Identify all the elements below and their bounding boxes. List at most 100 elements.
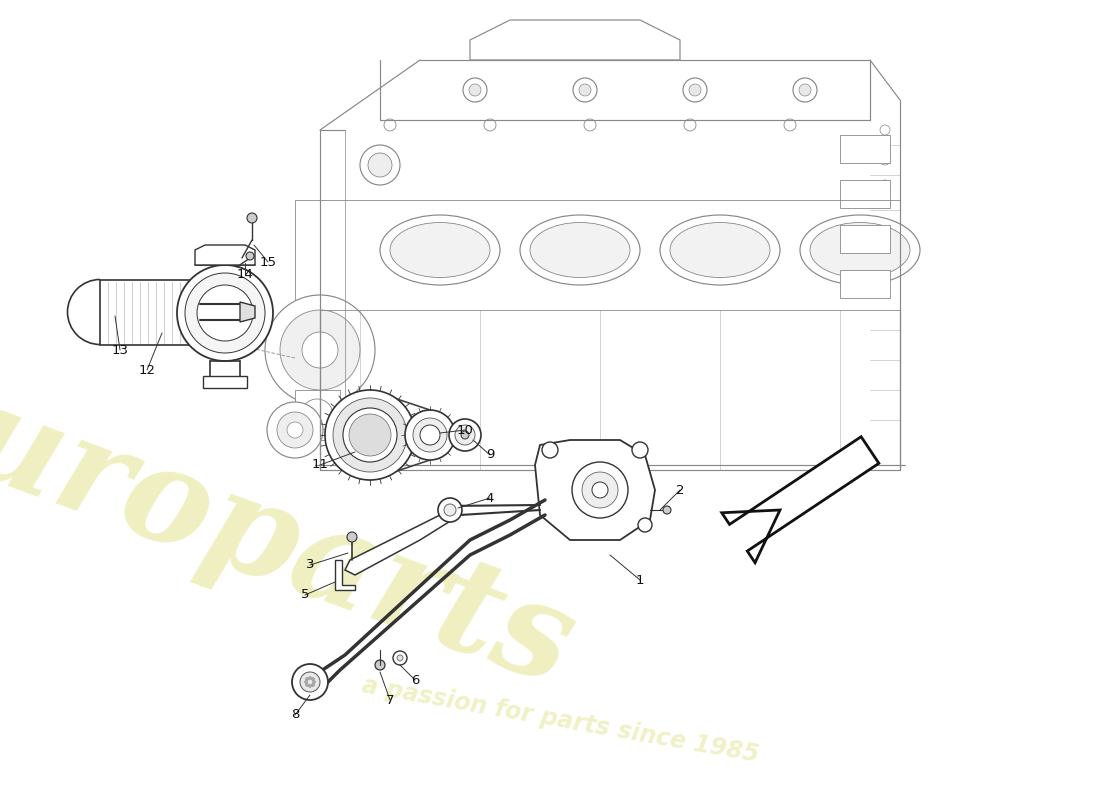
Circle shape <box>592 482 608 498</box>
Polygon shape <box>295 200 320 420</box>
Text: 15: 15 <box>260 255 276 269</box>
Ellipse shape <box>520 215 640 285</box>
Circle shape <box>573 78 597 102</box>
Circle shape <box>265 295 375 405</box>
Text: a passion for parts since 1985: a passion for parts since 1985 <box>360 674 760 766</box>
Polygon shape <box>535 440 654 540</box>
Polygon shape <box>240 302 255 322</box>
Circle shape <box>360 145 400 185</box>
Circle shape <box>397 655 403 661</box>
Circle shape <box>438 498 462 522</box>
Circle shape <box>880 180 890 190</box>
Circle shape <box>311 678 315 681</box>
Bar <box>840 135 890 163</box>
Circle shape <box>346 532 358 542</box>
Circle shape <box>185 273 265 353</box>
Circle shape <box>463 78 487 102</box>
Text: europarts: europarts <box>0 346 591 714</box>
Text: 7: 7 <box>386 694 394 706</box>
Circle shape <box>177 265 273 361</box>
Circle shape <box>306 683 308 686</box>
Circle shape <box>349 414 390 456</box>
Circle shape <box>412 418 447 452</box>
Circle shape <box>449 419 481 451</box>
Circle shape <box>405 410 455 460</box>
Circle shape <box>393 651 407 665</box>
Circle shape <box>469 84 481 96</box>
Bar <box>840 180 890 208</box>
Bar <box>840 270 890 298</box>
Polygon shape <box>345 510 455 575</box>
Polygon shape <box>336 560 355 590</box>
Circle shape <box>333 398 407 472</box>
Circle shape <box>784 119 796 131</box>
Circle shape <box>384 119 396 131</box>
Circle shape <box>312 681 316 683</box>
Circle shape <box>420 425 440 445</box>
Text: 13: 13 <box>111 343 129 357</box>
Text: 3: 3 <box>306 558 315 571</box>
Text: 2: 2 <box>675 483 684 497</box>
Circle shape <box>684 119 696 131</box>
Text: 10: 10 <box>456 423 473 437</box>
Circle shape <box>572 462 628 518</box>
Circle shape <box>542 442 558 458</box>
Text: 11: 11 <box>311 458 329 471</box>
Text: 5: 5 <box>300 589 309 602</box>
Polygon shape <box>295 390 340 440</box>
Circle shape <box>197 285 253 341</box>
Circle shape <box>324 390 415 480</box>
Text: 12: 12 <box>139 363 155 377</box>
Circle shape <box>248 213 257 223</box>
Circle shape <box>280 310 360 390</box>
Polygon shape <box>470 20 680 60</box>
Polygon shape <box>195 245 255 265</box>
Circle shape <box>582 472 618 508</box>
Circle shape <box>683 78 707 102</box>
Circle shape <box>799 84 811 96</box>
Circle shape <box>287 422 303 438</box>
Text: 1: 1 <box>636 574 645 586</box>
Ellipse shape <box>390 222 490 278</box>
Circle shape <box>455 425 475 445</box>
Circle shape <box>306 678 308 681</box>
Circle shape <box>793 78 817 102</box>
Circle shape <box>277 412 313 448</box>
Circle shape <box>444 504 456 516</box>
Circle shape <box>305 681 308 683</box>
Circle shape <box>300 672 320 692</box>
Circle shape <box>461 431 469 439</box>
Circle shape <box>368 153 392 177</box>
Text: 4: 4 <box>486 491 494 505</box>
Ellipse shape <box>800 215 920 285</box>
Circle shape <box>311 683 315 686</box>
Circle shape <box>638 518 652 532</box>
Circle shape <box>584 119 596 131</box>
Polygon shape <box>100 280 200 345</box>
Circle shape <box>484 119 496 131</box>
Bar <box>204 376 248 388</box>
Ellipse shape <box>660 215 780 285</box>
Circle shape <box>880 125 890 135</box>
Ellipse shape <box>810 222 910 278</box>
Circle shape <box>343 408 397 462</box>
Polygon shape <box>722 437 879 562</box>
Circle shape <box>308 677 311 679</box>
Circle shape <box>301 399 333 431</box>
Text: 9: 9 <box>486 449 494 462</box>
Ellipse shape <box>379 215 500 285</box>
Text: 8: 8 <box>290 709 299 722</box>
Ellipse shape <box>184 296 217 328</box>
Circle shape <box>375 660 385 670</box>
Text: 6: 6 <box>410 674 419 686</box>
Ellipse shape <box>670 222 770 278</box>
Ellipse shape <box>530 222 630 278</box>
Circle shape <box>308 685 311 687</box>
Circle shape <box>267 402 323 458</box>
Circle shape <box>292 664 328 700</box>
Circle shape <box>246 252 254 260</box>
Circle shape <box>632 442 648 458</box>
Text: 14: 14 <box>236 269 253 282</box>
Circle shape <box>579 84 591 96</box>
Circle shape <box>302 332 338 368</box>
